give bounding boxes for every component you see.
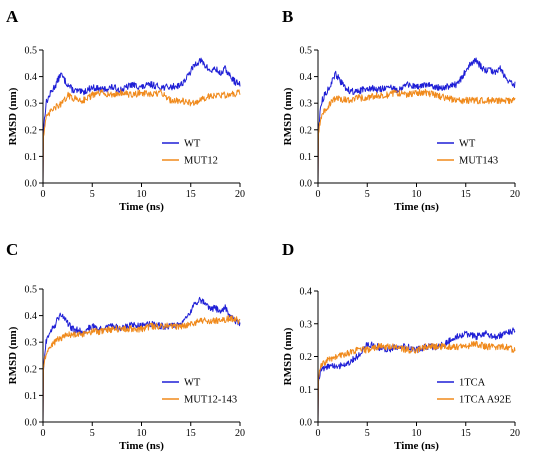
y-tick-label: 0.5 — [25, 46, 38, 57]
x-axis-title: Time (ns) — [394, 440, 439, 452]
y-tick-label: 0.1 — [25, 391, 38, 402]
x-tick-label: 0 — [41, 428, 46, 439]
y-tick-label: 0.3 — [300, 99, 313, 110]
x-tick-label: 20 — [510, 189, 520, 200]
y-tick-label: 0.4 — [25, 311, 38, 322]
y-tick-label: 0.5 — [25, 285, 38, 296]
x-tick-label: 20 — [235, 189, 245, 200]
y-tick-label: 0.4 — [300, 287, 313, 298]
y-tick-label: 0.0 — [25, 179, 38, 190]
y-tick-label: 0.3 — [25, 99, 38, 110]
x-tick-label: 20 — [235, 428, 245, 439]
legend-label: WT — [184, 139, 201, 150]
y-tick-label: 0.2 — [300, 352, 313, 363]
x-tick-label: 10 — [137, 189, 147, 200]
x-tick-label: 5 — [365, 428, 370, 439]
y-axis-title: RMSD (nm) — [7, 87, 19, 145]
x-tick-label: 20 — [510, 428, 520, 439]
y-tick-label: 0.4 — [25, 72, 38, 83]
x-tick-label: 10 — [412, 428, 422, 439]
panel-letter: D — [282, 240, 294, 259]
y-tick-label: 0.2 — [25, 125, 38, 136]
x-axis-title: Time (ns) — [119, 201, 164, 213]
panel-a: A 0 5 10 15 20 0.0 0.1 0.2 0.3 0.4 0.5 Time (ns) RMSD… — [6, 7, 245, 213]
panel-c: C 0 5 10 15 20 0.0 0.1 0.2 0.3 0.4 0.5 Time (ns) RMSD… — [6, 240, 245, 452]
y-tick-label: 0.0 — [300, 418, 313, 429]
y-axis-title: RMSD (nm) — [282, 327, 294, 385]
y-tick-label: 0.0 — [300, 179, 313, 190]
legend-label: MUT12-143 — [184, 395, 237, 406]
y-tick-label: 0.2 — [300, 125, 313, 136]
y-tick-label: 0.4 — [300, 72, 313, 83]
y-tick-label: 0.3 — [300, 319, 313, 330]
y-tick-label: 0.0 — [25, 418, 38, 429]
y-tick-label: 0.1 — [300, 152, 313, 163]
x-tick-label: 5 — [90, 189, 95, 200]
x-tick-label: 0 — [316, 428, 321, 439]
x-tick-label: 15 — [461, 428, 471, 439]
legend: 1TCA 1TCA A92E — [437, 378, 511, 406]
legend: WT MUT12-143 — [162, 378, 237, 406]
panel-letter: B — [282, 7, 293, 26]
x-tick-label: 15 — [461, 189, 471, 200]
legend-label: WT — [184, 378, 201, 389]
y-tick-label: 0.5 — [300, 46, 313, 57]
x-tick-label: 0 — [316, 189, 321, 200]
panel-b: B 0 5 10 15 20 0.0 0.1 0.2 0.3 0.4 0.5 Time (ns) RMSD… — [282, 7, 520, 213]
legend: WT MUT143 — [437, 139, 498, 167]
legend-label: MUT12 — [184, 156, 218, 167]
x-tick-label: 5 — [365, 189, 370, 200]
legend-label: 1TCA — [459, 378, 486, 389]
panel-letter: C — [6, 240, 18, 259]
x-tick-label: 10 — [137, 428, 147, 439]
x-tick-label: 10 — [412, 189, 422, 200]
series-line-mut143 — [317, 88, 516, 184]
series-line-mut12-143 — [42, 314, 241, 423]
panel-d: D 0 5 10 15 20 0.0 0.1 0.2 0.3 0.4 Time (ns) RMSD (n… — [282, 240, 520, 452]
x-tick-label: 15 — [186, 428, 196, 439]
y-tick-label: 0.3 — [25, 338, 38, 349]
y-tick-label: 0.1 — [300, 385, 313, 396]
x-axis-title: Time (ns) — [394, 201, 439, 213]
legend-label: WT — [459, 139, 476, 150]
panel-letter: A — [6, 7, 19, 26]
series-line-1tca-a92e — [317, 340, 516, 423]
series-line-1tca — [317, 327, 516, 423]
x-axis-title: Time (ns) — [119, 440, 164, 452]
x-tick-label: 0 — [41, 189, 46, 200]
legend: WT MUT12 — [162, 139, 218, 167]
series-line-wt — [317, 57, 516, 184]
y-axis-title: RMSD (nm) — [282, 87, 294, 145]
series-line-mut12 — [42, 88, 241, 184]
y-axis-title: RMSD (nm) — [7, 326, 19, 384]
legend-label: MUT143 — [459, 156, 498, 167]
x-tick-label: 15 — [186, 189, 196, 200]
x-tick-label: 5 — [90, 428, 95, 439]
series-line-wt — [42, 57, 241, 184]
y-tick-label: 0.1 — [25, 152, 38, 163]
legend-label: 1TCA A92E — [459, 395, 511, 406]
y-tick-label: 0.2 — [25, 364, 38, 375]
